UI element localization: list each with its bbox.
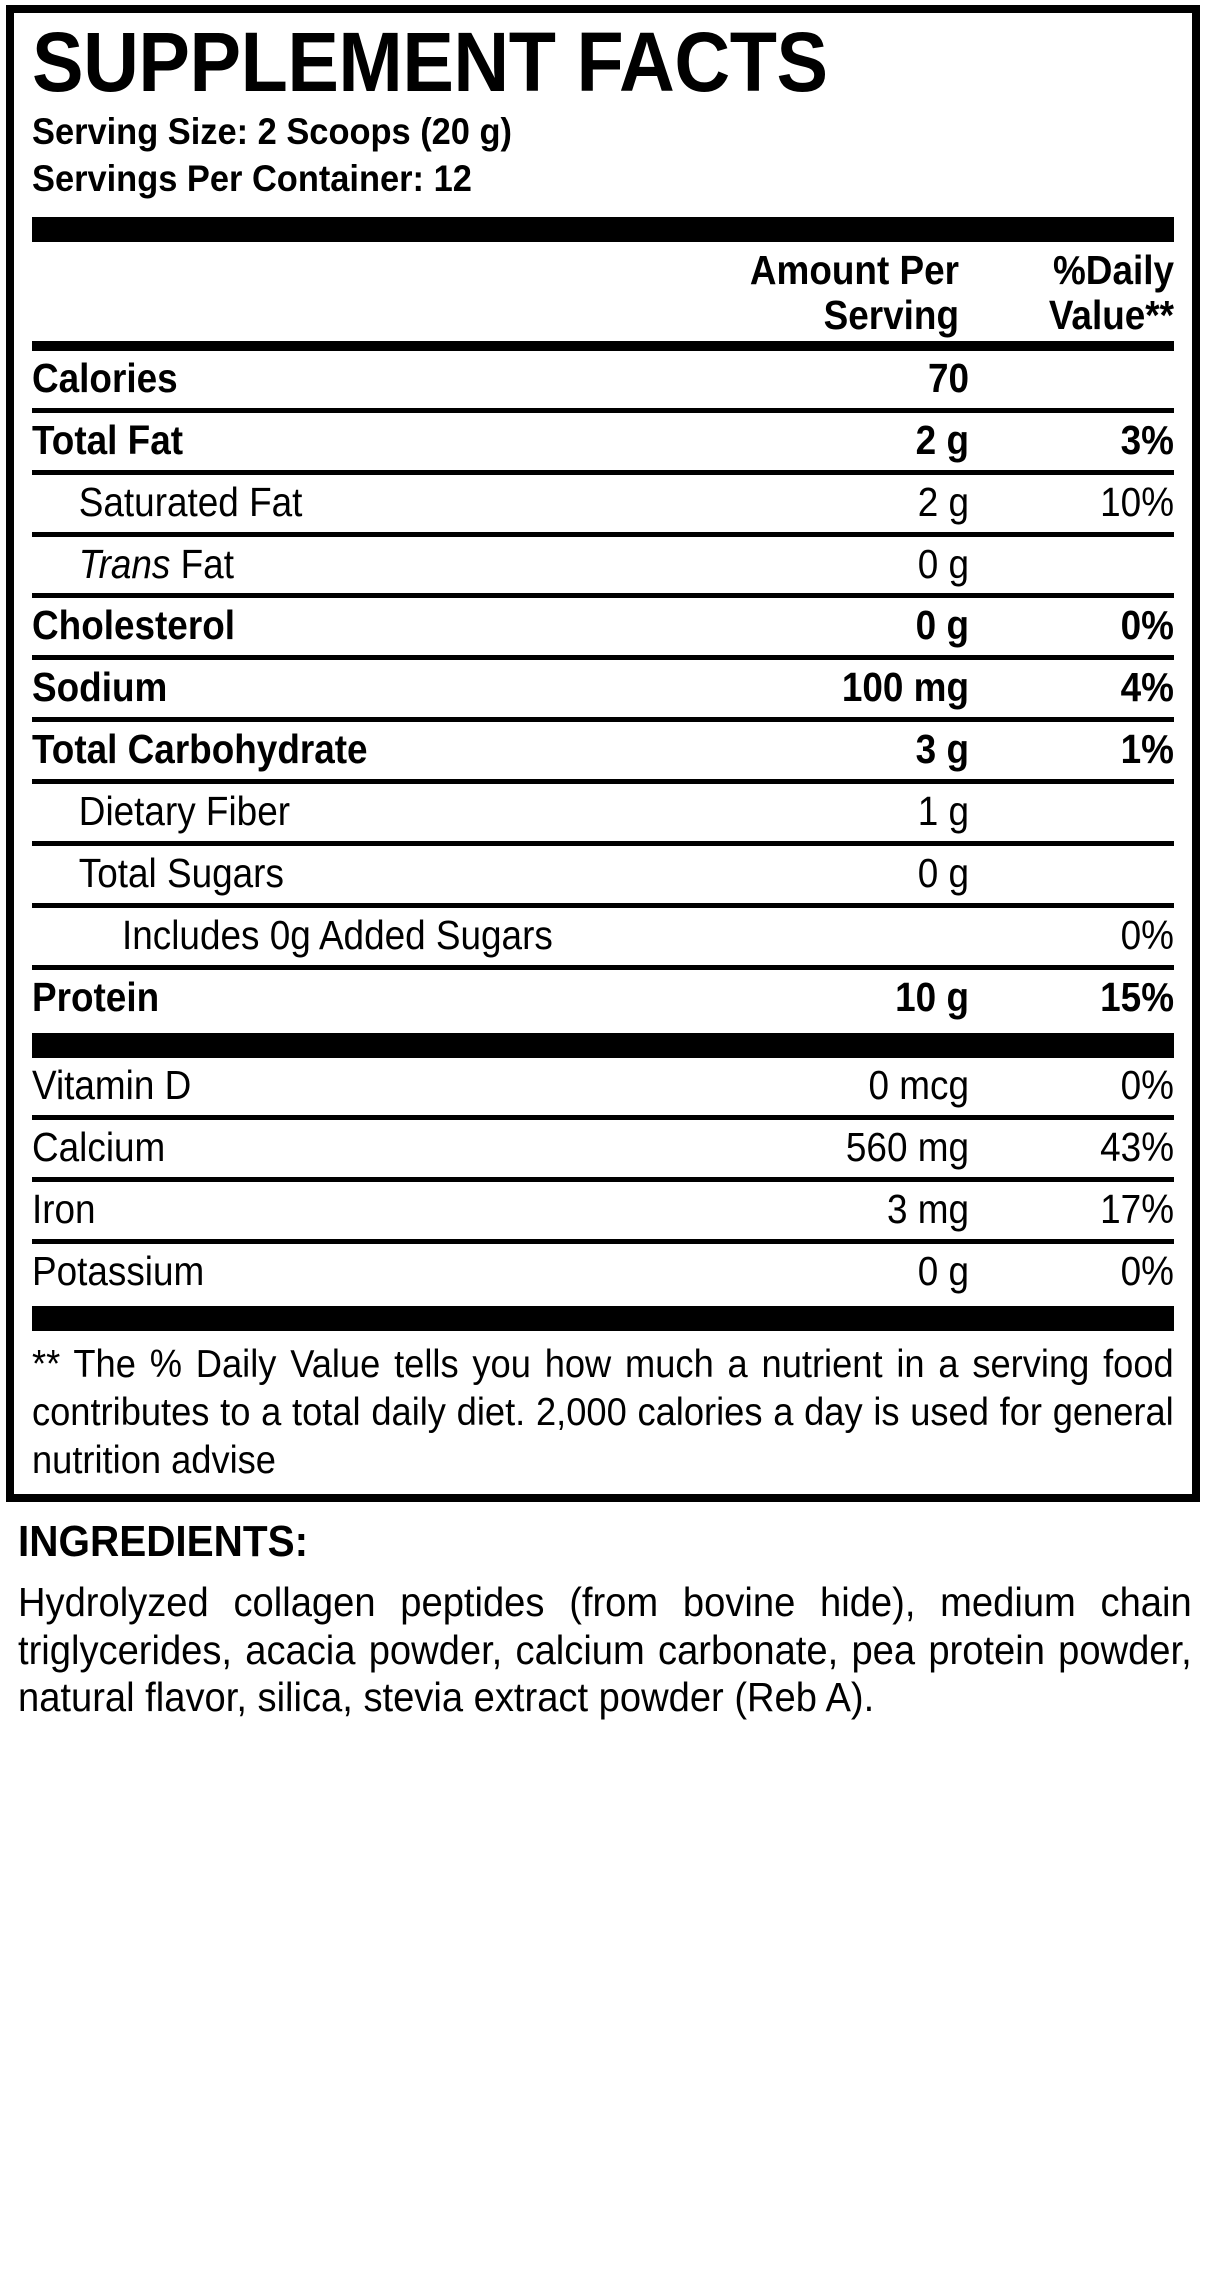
nutrient-name: Includes 0g Added Sugars xyxy=(122,911,553,958)
table-row: Protein 10 g 15% xyxy=(32,970,1174,1027)
table-row: Sodium 100 mg 4% xyxy=(32,660,1174,717)
daily-value-footnote: ** The % Daily Value tells you how much … xyxy=(32,1343,1174,1482)
row-divider xyxy=(32,841,1174,847)
serving-size-value: 2 Scoops (20 g) xyxy=(257,111,512,153)
table-row: Potassium 0 g 0% xyxy=(32,1244,1174,1301)
nutrient-name: Saturated Fat xyxy=(78,478,303,525)
row-divider xyxy=(32,407,1174,413)
nutrient-amount: 0 mcg xyxy=(868,1061,969,1108)
dv-header-line-2: Value** xyxy=(1048,291,1174,338)
header-divider-bar xyxy=(32,217,1174,243)
nutrient-daily-value: 10% xyxy=(1100,478,1174,525)
nutrient-daily-value: 3% xyxy=(1120,416,1174,463)
servings-per-container-value: 12 xyxy=(433,158,472,200)
row-divider xyxy=(32,655,1174,661)
nutrient-name: Total Fat xyxy=(32,416,184,463)
table-row: Includes 0g Added Sugars 0% xyxy=(32,908,1174,965)
trans-fat-rest: Fat xyxy=(170,540,234,587)
table-row: Iron 3 mg 17% xyxy=(32,1182,1174,1239)
nutrient-amount: 1 g xyxy=(917,788,969,835)
nutrient-amount: 0 g xyxy=(917,850,969,897)
ingredients-section: INGREDIENTS: Hydrolyzed collagen peptide… xyxy=(6,1502,1200,1722)
table-row: Total Fat 2 g 3% xyxy=(32,413,1174,470)
table-row: Total Sugars 0 g xyxy=(32,846,1174,903)
row-divider xyxy=(32,902,1174,908)
nutrient-amount: 3 mg xyxy=(886,1185,969,1232)
table-row: Calories 70 xyxy=(32,351,1174,408)
footnote-divider-bar xyxy=(32,1306,1174,1332)
nutrient-daily-value: 0% xyxy=(1120,1247,1174,1294)
amount-per-serving-header: Amount Per Serving xyxy=(662,248,959,337)
nutrient-name: Vitamin D xyxy=(32,1061,192,1108)
nutrient-daily-value: 0% xyxy=(1120,911,1174,958)
row-divider xyxy=(32,1114,1174,1120)
nutrient-name: Calories xyxy=(32,354,178,401)
row-divider xyxy=(32,779,1174,785)
serving-size-line: Serving Size: 2 Scoops (20 g) xyxy=(32,109,1094,156)
row-divider xyxy=(32,964,1174,970)
ingredients-body: Hydrolyzed collagen peptides (from bovin… xyxy=(18,1578,1192,1721)
table-row: Calcium 560 mg 43% xyxy=(32,1120,1174,1177)
nutrient-name: Protein xyxy=(32,973,160,1020)
nutrient-name: Sodium xyxy=(32,664,168,711)
row-divider xyxy=(32,593,1174,599)
column-headers: Amount Per Serving %Daily Value** xyxy=(32,242,1174,341)
nutrient-amount: 0 g xyxy=(917,1247,969,1294)
table-row: Cholesterol 0 g 0% xyxy=(32,598,1174,655)
nutrient-daily-value: 0% xyxy=(1120,1061,1174,1108)
nutrient-name: Cholesterol xyxy=(32,602,235,649)
row-divider xyxy=(32,1238,1174,1244)
amount-header-line-2: Serving xyxy=(823,291,959,338)
page-title: SUPPLEMENT FACTS xyxy=(32,15,828,109)
nutrient-amount: 0 g xyxy=(917,540,969,587)
nutrient-daily-value: 17% xyxy=(1100,1185,1174,1232)
nutrient-daily-value: 0% xyxy=(1120,602,1174,649)
supplement-facts-panel: SUPPLEMENT FACTS Serving Size: 2 Scoops … xyxy=(6,5,1200,1503)
nutrient-amount: 0 g xyxy=(915,602,969,649)
nutrient-daily-value: 1% xyxy=(1120,726,1174,773)
servings-per-container-label: Servings Per Container: xyxy=(32,158,425,200)
nutrient-name: Iron xyxy=(32,1185,96,1232)
table-row: Saturated Fat 2 g 10% xyxy=(32,475,1174,532)
row-divider xyxy=(32,1176,1174,1182)
nutrient-amount: 2 g xyxy=(915,416,969,463)
serving-size-label: Serving Size: xyxy=(32,111,249,153)
daily-value-header: %Daily Value** xyxy=(981,247,1174,338)
nutrient-name: Calcium xyxy=(32,1123,166,1170)
amount-header-line-1: Amount Per xyxy=(749,247,959,294)
nutrient-daily-value: 43% xyxy=(1100,1123,1174,1170)
nutrient-name: Dietary Fiber xyxy=(78,788,291,835)
dv-header-line-1: %Daily xyxy=(1052,247,1174,294)
servings-per-container-line: Servings Per Container: 12 xyxy=(32,156,1094,203)
table-row: Dietary Fiber 1 g xyxy=(32,784,1174,841)
nutrient-name: Trans Fat xyxy=(32,540,605,588)
nutrient-amount: 70 xyxy=(927,354,969,401)
row-divider xyxy=(32,531,1174,537)
ingredients-title: INGREDIENTS: xyxy=(18,1517,309,1567)
nutrient-daily-value: 4% xyxy=(1120,664,1174,711)
trans-italic: Trans xyxy=(78,540,171,587)
nutrient-amount: 10 g xyxy=(895,973,969,1020)
nutrient-name: Total Carbohydrate xyxy=(32,726,368,773)
nutrient-amount: 100 mg xyxy=(841,664,969,711)
nutrient-amount: 560 mg xyxy=(845,1123,969,1170)
micronutrient-divider-bar xyxy=(32,1032,1174,1058)
table-row: Trans Fat 0 g xyxy=(32,537,1174,594)
nutrient-amount: 3 g xyxy=(915,726,969,773)
nutrient-amount: 2 g xyxy=(917,478,969,525)
columns-bottom-rule xyxy=(32,340,1174,351)
nutrient-name: Total Sugars xyxy=(78,850,284,897)
table-row: Vitamin D 0 mcg 0% xyxy=(32,1058,1174,1115)
row-divider xyxy=(32,469,1174,475)
table-row: Total Carbohydrate 3 g 1% xyxy=(32,722,1174,779)
nutrient-name: Potassium xyxy=(32,1247,205,1294)
row-divider xyxy=(32,717,1174,723)
nutrient-daily-value: 15% xyxy=(1100,973,1174,1020)
